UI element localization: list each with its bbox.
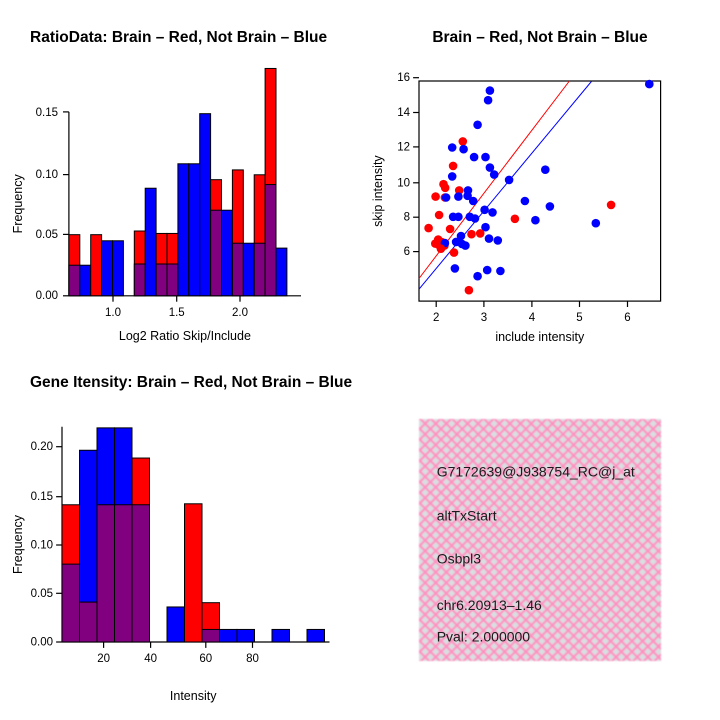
svg-text:0.05: 0.05 [36, 229, 58, 241]
svg-text:0.00: 0.00 [36, 290, 58, 302]
svg-text:16: 16 [397, 72, 410, 84]
svg-text:0.05: 0.05 [31, 588, 53, 600]
svg-text:40: 40 [144, 653, 157, 665]
svg-text:60: 60 [199, 653, 212, 665]
svg-text:14: 14 [397, 107, 410, 119]
svg-text:0.20: 0.20 [31, 441, 53, 453]
svg-text:2.0: 2.0 [232, 307, 248, 319]
svg-text:2: 2 [433, 312, 439, 324]
svg-text:Gene Itensity: Brain – Red, No: Gene Itensity: Brain – Red, Not Brain – … [30, 374, 353, 391]
svg-text:G7172639@J938754_RC@j_at: G7172639@J938754_RC@j_at [437, 464, 635, 480]
svg-text:skip intensity: skip intensity [371, 155, 385, 227]
svg-text:0.00: 0.00 [31, 637, 53, 649]
svg-text:include intensity: include intensity [495, 330, 585, 344]
svg-text:6: 6 [624, 312, 630, 324]
svg-text:Frequency: Frequency [11, 514, 25, 574]
svg-text:80: 80 [246, 653, 259, 665]
svg-text:8: 8 [404, 212, 410, 224]
svg-text:RatioData: Brain – Red, Not Br: RatioData: Brain – Red, Not Brain – Blue [30, 29, 328, 46]
svg-text:Frequency: Frequency [11, 174, 25, 234]
svg-text:Brain – Red, Not Brain – Blue: Brain – Red, Not Brain – Blue [432, 29, 648, 46]
svg-text:6: 6 [404, 246, 410, 258]
svg-text:0.15: 0.15 [36, 107, 58, 119]
svg-text:altTxStart: altTxStart [437, 508, 497, 524]
svg-text:3: 3 [481, 312, 487, 324]
svg-text:4: 4 [529, 312, 536, 324]
svg-text:10: 10 [397, 177, 410, 189]
svg-text:chr6.20913–1.46: chr6.20913–1.46 [437, 597, 542, 613]
svg-text:0.10: 0.10 [36, 169, 58, 181]
svg-text:Log2 Ratio Skip/Include: Log2 Ratio Skip/Include [119, 329, 251, 343]
svg-text:5: 5 [576, 312, 582, 324]
svg-text:0.10: 0.10 [31, 540, 53, 552]
svg-text:Pval: 2.000000: Pval: 2.000000 [437, 629, 531, 645]
svg-text:1.5: 1.5 [169, 307, 185, 319]
svg-text:0.15: 0.15 [31, 491, 53, 503]
svg-text:1.0: 1.0 [105, 307, 121, 319]
svg-text:Intensity: Intensity [170, 689, 217, 703]
svg-text:Osbpl3: Osbpl3 [437, 550, 482, 566]
svg-text:20: 20 [97, 653, 110, 665]
svg-text:12: 12 [397, 141, 410, 153]
